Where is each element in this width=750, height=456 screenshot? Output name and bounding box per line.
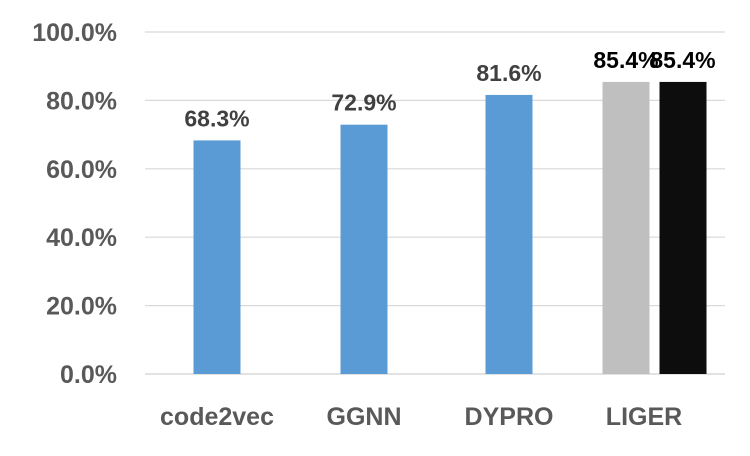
data-label: 85.4% [593,47,658,73]
data-label: 81.6% [476,60,541,86]
y-tick-label: 0.0% [60,361,117,389]
bar-code2vec [193,140,241,374]
x-axis-categories: code2vec GGNN DYPRO LIGER [160,403,682,431]
bar-liger [602,81,650,374]
category-label-dypro: DYPRO [465,403,554,431]
y-tick-label: 100.0% [32,19,117,47]
category-label-liger: LIGER [606,403,682,431]
y-tick-label: 60.0% [46,156,117,184]
bars [193,81,707,374]
data-label: 72.9% [331,90,396,116]
data-labels: 68.3% 72.9% 81.6% 85.4%85.4% [184,47,715,131]
data-label: 85.4% [650,47,715,73]
y-axis-ticks: 0.0% 20.0% 40.0% 60.0% 80.0% 100.0% [32,19,117,389]
y-tick-label: 80.0% [46,87,117,115]
bar-dypro [485,94,533,374]
category-label-ggnn: GGNN [327,403,402,431]
bar-liger-2 [659,81,707,374]
y-tick-label: 40.0% [46,224,117,252]
y-tick-label: 20.0% [46,293,117,321]
category-label-code2vec: code2vec [160,403,274,431]
bar-ggnn [340,124,388,374]
data-label: 68.3% [184,105,249,131]
